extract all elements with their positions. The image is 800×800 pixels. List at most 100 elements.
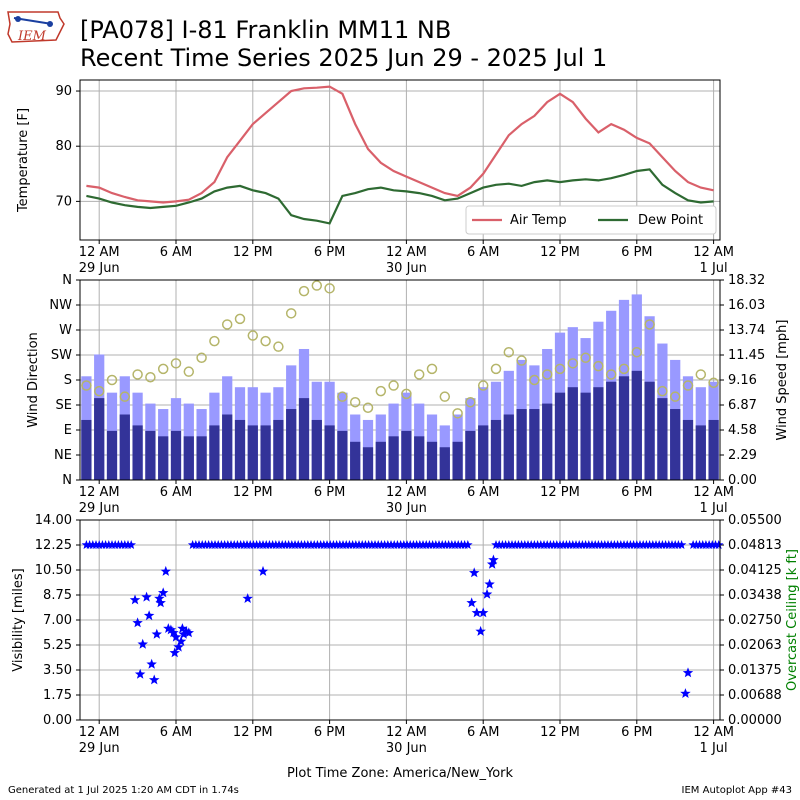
wind-date-label: 1 Jul xyxy=(700,501,728,516)
generated-note: Generated at 1 Jul 2025 1:20 AM CDT in 1… xyxy=(8,785,239,796)
vis-date-label: 29 Jun xyxy=(79,741,120,756)
visibility-tick-label: 12.25 xyxy=(35,538,72,553)
wind-direction-point xyxy=(93,385,105,397)
ceiling-point xyxy=(676,540,687,549)
visibility-point xyxy=(146,658,157,669)
visibility-point xyxy=(680,688,691,698)
wind-direction-point xyxy=(669,391,681,402)
wind-direction-point xyxy=(298,285,310,297)
chart-title-line1: [PA078] I-81 Franklin MM11 NB xyxy=(80,16,452,44)
wind-direction-point xyxy=(644,319,655,330)
wind-speed-bar xyxy=(145,430,156,480)
vis-xtick-label: 12 AM xyxy=(386,725,427,740)
visibility-tick-label: 14.00 xyxy=(35,513,72,528)
ceiling-tick-label: 0.00000 xyxy=(728,713,782,728)
visibility-point xyxy=(486,558,498,569)
wind-direction-point xyxy=(209,335,220,347)
wind-direction-point xyxy=(554,363,566,375)
visibility-tick-label: 10.50 xyxy=(35,563,72,578)
wind-direction-point xyxy=(426,363,438,375)
visibility-point xyxy=(488,554,499,565)
wind-direction-point xyxy=(605,369,617,380)
wind-direction-point xyxy=(273,341,284,352)
wind-direction-ylabel: Wind Direction xyxy=(26,332,41,428)
temp-legend-box xyxy=(465,205,717,235)
visibility-point xyxy=(129,594,141,605)
visibility-point xyxy=(466,597,477,608)
vis-xtick-label: 6 PM xyxy=(621,725,652,740)
temp-xtick-label: 6 PM xyxy=(621,245,652,260)
wind-direction-point xyxy=(324,283,335,294)
wind-direction-point xyxy=(221,319,233,330)
wind-direction-tick-label: E xyxy=(64,423,72,438)
wind-speed-bar xyxy=(170,430,182,480)
visibility-point xyxy=(242,593,253,603)
wind-xtick-label: 12 PM xyxy=(233,485,273,500)
visibility-point xyxy=(158,587,169,598)
wind-speed-bar xyxy=(388,436,399,480)
temp-frame xyxy=(79,79,721,241)
wind-direction-point xyxy=(657,385,668,397)
visibility-point xyxy=(149,674,160,685)
wind-speed-bar xyxy=(606,381,617,480)
wind-speed-bar xyxy=(414,436,425,480)
visibility-point xyxy=(163,623,174,633)
wind-speed-bar xyxy=(324,425,335,480)
wind-speed-bar xyxy=(158,436,169,480)
wind-xtick-label: 12 AM xyxy=(386,485,427,500)
wind-speed-tick-label: 18.32 xyxy=(728,273,765,288)
wind-speed-bar xyxy=(529,409,540,480)
wind-direction-point xyxy=(234,313,246,325)
wind-speed-bar xyxy=(516,409,527,480)
wind-direction-point xyxy=(196,352,207,364)
visibility-tick-label: 7.00 xyxy=(43,613,72,628)
ceiling-tick-label: 0.04813 xyxy=(728,538,782,553)
visibility-point xyxy=(132,617,143,628)
wind-speed-bar xyxy=(478,425,489,480)
wind-speed-bar xyxy=(94,398,105,480)
visibility-point xyxy=(165,624,177,635)
wind-direction-point xyxy=(580,352,591,364)
wind-direction-tick-label: N xyxy=(62,473,72,488)
wind-direction-point xyxy=(439,391,451,402)
temp-ytick-label: 70 xyxy=(55,194,72,209)
visibility-tick-label: 3.50 xyxy=(43,663,72,678)
wind-speed-bar xyxy=(439,447,450,480)
temp-xtick-label: 12 AM xyxy=(386,245,427,260)
ceiling-tick-label: 0.04125 xyxy=(728,563,782,578)
wind-speed-bar xyxy=(682,419,694,480)
wind-speed-bar xyxy=(260,425,271,480)
temp-xtick-label: 6 AM xyxy=(160,245,193,260)
wind-direction-point xyxy=(708,377,719,389)
wind-direction-point xyxy=(132,369,143,380)
wind-direction-point xyxy=(388,380,399,391)
ceiling-point xyxy=(126,540,136,549)
visibility-point xyxy=(181,625,192,636)
temp-ylabel: Temperature [F] xyxy=(16,108,31,213)
visibility-ylabel: Visibility [miles] xyxy=(11,568,26,671)
wind-direction-point xyxy=(311,280,323,291)
wind-speed-bar xyxy=(286,409,297,480)
visibility-point xyxy=(173,641,184,652)
visibility-point xyxy=(175,635,187,646)
temp-date-label: 30 Jun xyxy=(386,261,427,276)
wind-speed-bar xyxy=(401,430,412,480)
wind-speed-bar xyxy=(503,414,514,480)
wind-direction-point xyxy=(145,371,156,383)
visibility-point xyxy=(478,607,489,618)
wind-speed-bar xyxy=(670,409,681,480)
wind-speed-bar xyxy=(542,403,553,480)
wind-direction-point xyxy=(362,402,374,414)
wind-direction-point xyxy=(106,374,118,386)
wind-direction-point xyxy=(260,335,271,347)
wind-speed-bar xyxy=(362,447,374,480)
wind-speed-bar xyxy=(695,425,706,480)
wind-speed-tick-label: 6.87 xyxy=(728,398,757,413)
wind-speed-bar xyxy=(426,441,438,480)
wind-direction-point xyxy=(567,358,579,369)
wind-speed-tick-label: 2.29 xyxy=(728,448,757,463)
wind-direction-point xyxy=(529,374,540,386)
wind-speed-ylabel: Wind Speed [mph] xyxy=(775,320,790,441)
visibility-point xyxy=(154,593,165,603)
wind-direction-point xyxy=(337,391,348,402)
